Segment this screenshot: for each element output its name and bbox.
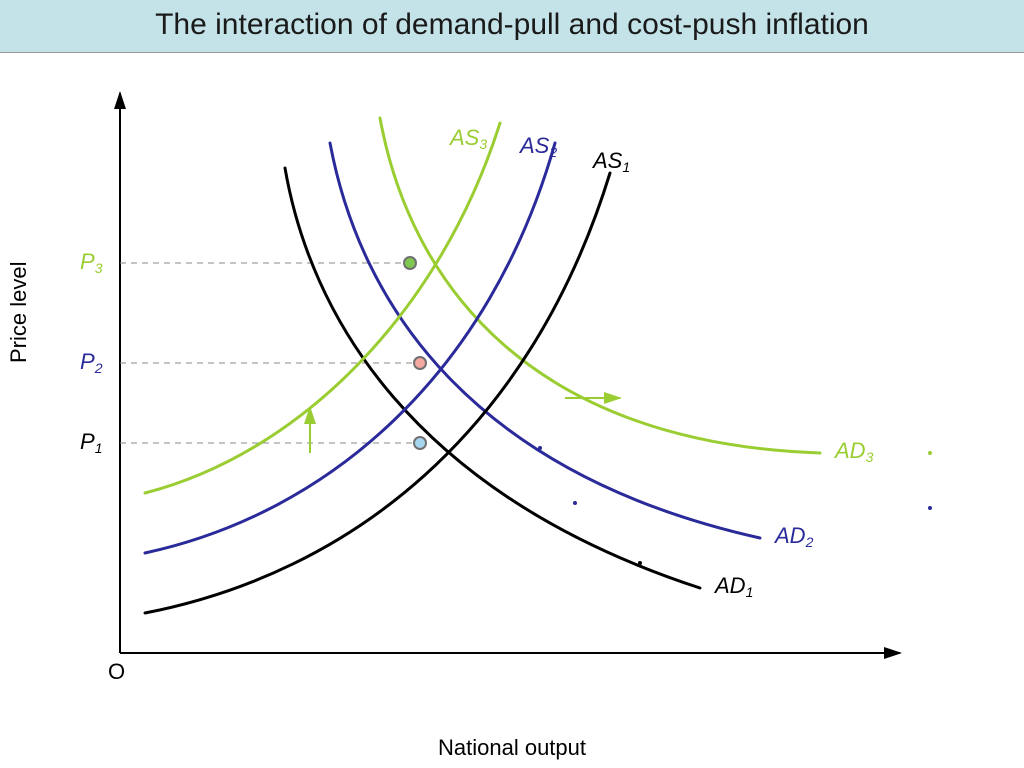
curve-AS3 bbox=[145, 123, 500, 493]
equilibrium-point-E1 bbox=[414, 437, 426, 449]
dot bbox=[573, 501, 577, 505]
dot bbox=[538, 446, 542, 450]
curve-label-AS2: AS2 bbox=[518, 133, 557, 160]
title-text: The interaction of demand-pull and cost-… bbox=[155, 8, 869, 41]
price-tick-P1: P1 bbox=[80, 429, 102, 456]
curve-label-AD2: AD2 bbox=[773, 523, 814, 550]
equilibrium-point-E3 bbox=[404, 257, 416, 269]
curve-AD2 bbox=[330, 143, 760, 538]
curve-label-AD3: AD3 bbox=[833, 438, 874, 465]
dot bbox=[928, 506, 932, 510]
origin-label: O bbox=[108, 659, 125, 684]
curve-label-AS1: AS1 bbox=[591, 148, 630, 175]
dot bbox=[638, 561, 642, 565]
price-tick-P3: P3 bbox=[80, 249, 103, 276]
curve-label-AS3: AS3 bbox=[448, 125, 487, 152]
chart-area: Price level National output O P1 P2 P3 AD1 AD… bbox=[0, 53, 1024, 765]
equilibrium-point-E2 bbox=[414, 357, 426, 369]
dot bbox=[928, 451, 932, 455]
curve-AS1 bbox=[145, 173, 610, 613]
curve-AD1 bbox=[285, 168, 700, 588]
x-axis-label: National output bbox=[0, 735, 1024, 761]
curve-label-AD1: AD1 bbox=[713, 573, 753, 600]
curve-AS2 bbox=[145, 143, 555, 553]
page-title: The interaction of demand-pull and cost-… bbox=[0, 0, 1024, 53]
price-tick-P2: P2 bbox=[80, 349, 103, 376]
y-axis-label: Price level bbox=[6, 262, 32, 363]
chart-svg: O P1 P2 P3 AD1 AD2 AD3 AS1 AS2 AS3 bbox=[0, 53, 1024, 733]
